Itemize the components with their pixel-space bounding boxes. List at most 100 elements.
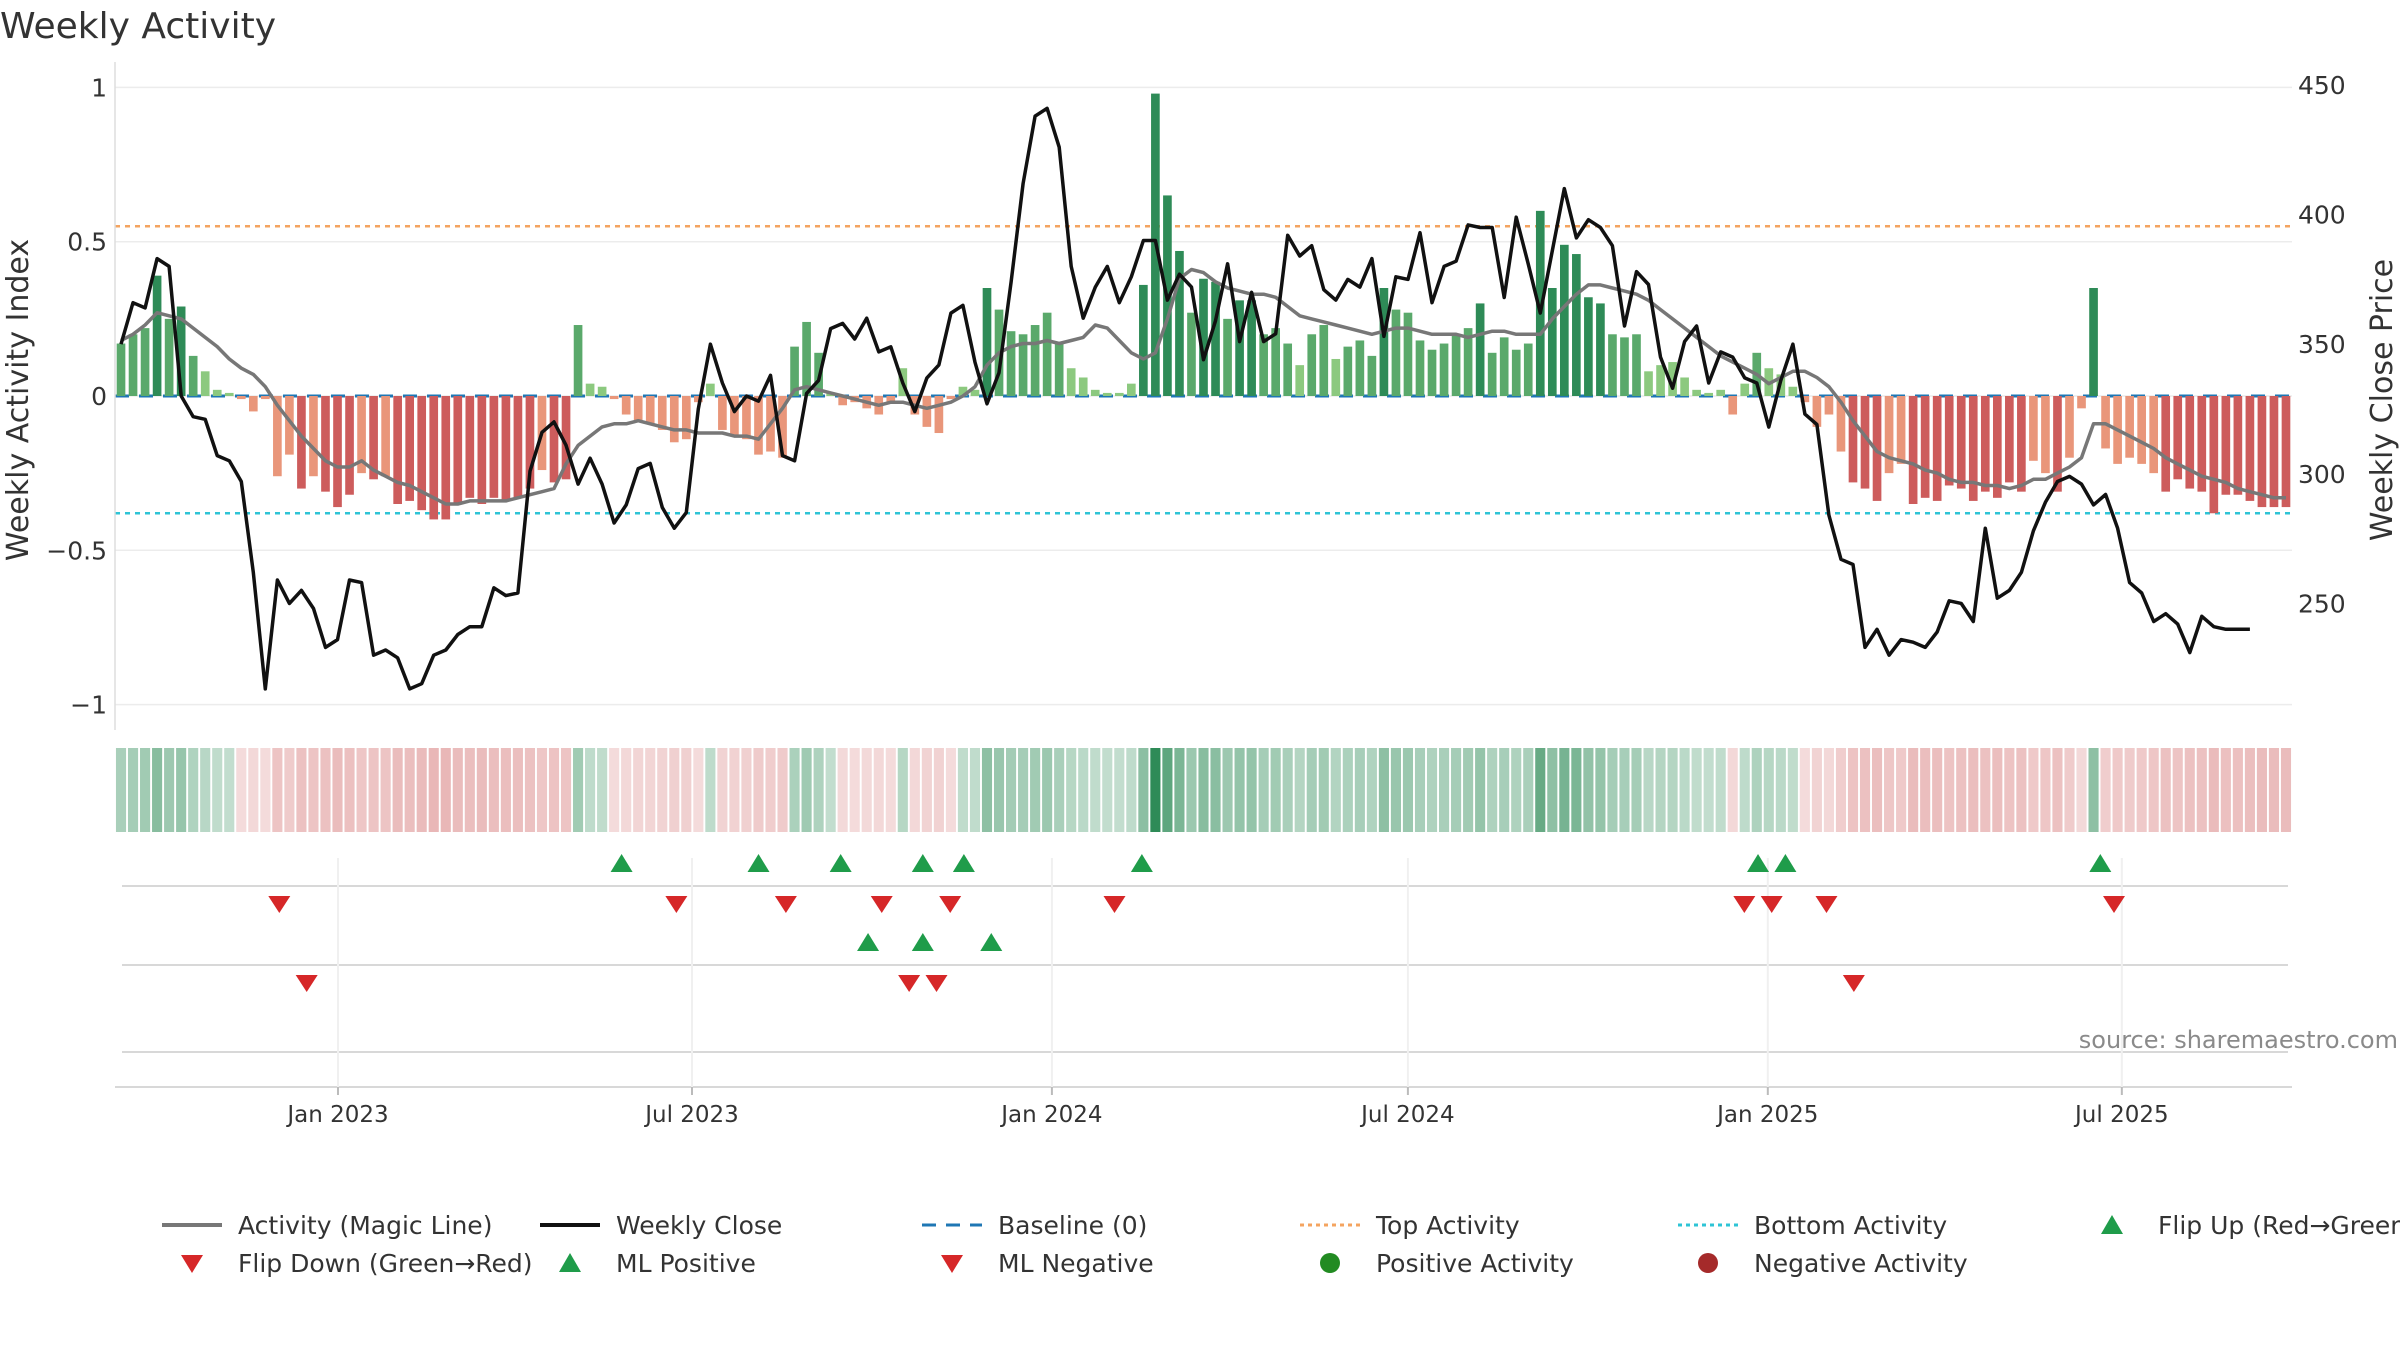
strip-cell	[1559, 748, 1570, 832]
strip-cell	[1054, 748, 1065, 832]
y-axis-right: 450 400 350 300 250	[2298, 71, 2346, 618]
strip-cell	[1499, 748, 1510, 832]
activity-bar	[2233, 396, 2243, 495]
strip-cell	[236, 748, 247, 832]
strip-cell	[1487, 748, 1498, 832]
signal-up-marker	[911, 854, 934, 872]
signal-down-marker	[1760, 896, 1783, 913]
strip-cell	[1138, 748, 1149, 832]
strip-cell	[1523, 748, 1534, 832]
legend-item: ML Positive	[538, 1246, 756, 1280]
strip-cell	[2028, 748, 2039, 832]
legend-circle-icon	[1698, 1253, 1718, 1273]
strip-cell	[2256, 748, 2267, 832]
activity-bar	[381, 396, 390, 477]
strip-cell	[945, 748, 956, 832]
activity-bar	[1620, 337, 1629, 396]
activity-bar	[429, 396, 439, 520]
strip-cell	[1066, 748, 1077, 832]
activity-bar	[236, 396, 246, 400]
signal-panel	[115, 854, 2292, 1088]
strip-cell	[1439, 748, 1450, 832]
x-tick-label: Jul 2023	[643, 1102, 739, 1128]
strip-cell	[969, 748, 981, 832]
strip-cell	[2208, 748, 2219, 832]
activity-bar	[1872, 396, 1882, 501]
activity-bar	[1114, 392, 1124, 396]
activity-bar	[597, 386, 607, 396]
activity-bar	[1644, 371, 1653, 396]
activity-bar	[621, 396, 631, 415]
activity-bar	[1475, 303, 1485, 396]
strip-cell	[1884, 748, 1895, 832]
strip-cell	[897, 748, 908, 832]
legend-symbol	[922, 1223, 982, 1227]
activity-bar	[742, 396, 751, 440]
activity-bar	[645, 396, 655, 424]
strip-cell	[428, 748, 439, 832]
strip-cell	[536, 748, 548, 832]
activity-bar	[1175, 250, 1184, 396]
strip-cell	[1270, 748, 1281, 832]
strip-cell	[1799, 748, 1810, 832]
activity-bar	[790, 346, 799, 396]
legend-label: Activity (Magic Line)	[238, 1210, 493, 1240]
strip-cell	[873, 748, 884, 832]
signal-up-marker	[1130, 854, 1153, 872]
strip-cell	[1667, 748, 1678, 832]
signal-down-marker	[2103, 896, 2126, 913]
strip-cell	[1643, 748, 1654, 832]
legend-item: Bottom Activity	[1676, 1208, 1947, 1242]
legend-item: Baseline (0)	[920, 1208, 1147, 1242]
activity-bar	[802, 321, 811, 396]
strip-cell	[1114, 748, 1125, 832]
strip-cell	[272, 748, 283, 832]
y-tick-label: 1	[91, 73, 107, 102]
activity-bar	[549, 396, 559, 483]
strip-cell	[152, 748, 163, 832]
activity-bar	[2197, 396, 2207, 492]
activity-bar	[2245, 396, 2255, 501]
activity-bar	[1283, 343, 1293, 396]
activity-bar	[2149, 396, 2159, 474]
strip-cell	[115, 748, 127, 832]
strip-cell	[1294, 748, 1305, 832]
signal-down-marker	[939, 896, 962, 913]
strip-cell	[1992, 748, 2003, 832]
strip-cell	[1847, 748, 1859, 832]
activity-bar	[1704, 392, 1713, 396]
strip-cell	[1535, 748, 1546, 832]
activity-bar	[2257, 396, 2267, 508]
strip-cell	[2148, 748, 2159, 832]
strip-cell	[512, 748, 523, 832]
strip-cell	[1222, 748, 1233, 832]
activity-bars	[116, 93, 2291, 520]
y2-axis-label: Weekly Close Price	[2365, 259, 2400, 541]
strip-cell	[1030, 748, 1041, 832]
signal-down-marker	[1815, 896, 1838, 913]
strip-cell	[1871, 748, 1883, 832]
strip-cell	[380, 748, 391, 832]
activity-bar	[1307, 334, 1317, 396]
legend-item: Weekly Close	[538, 1208, 782, 1242]
strip-cell	[765, 748, 776, 832]
activity-bar	[128, 334, 138, 396]
activity-bar	[441, 396, 451, 520]
activity-bar	[1535, 210, 1545, 396]
strip-cell	[248, 748, 259, 832]
activity-bar	[321, 396, 330, 492]
strip-cell	[332, 748, 343, 832]
strip-cell	[633, 748, 644, 832]
activity-bar	[838, 396, 848, 406]
strip-cell	[1739, 748, 1750, 832]
strip-cell	[1198, 748, 1209, 832]
strip-cell	[1547, 748, 1558, 832]
legend-triangle-down-icon	[181, 1255, 203, 1273]
strip-cell	[2100, 748, 2111, 832]
legend-triangle-up-icon	[2101, 1215, 2123, 1234]
signal-up-marker	[1774, 854, 1797, 872]
strip-cell	[573, 748, 584, 832]
activity-bar	[1908, 396, 1918, 504]
legend-label: ML Negative	[998, 1248, 1154, 1278]
activity-bar	[453, 396, 463, 504]
